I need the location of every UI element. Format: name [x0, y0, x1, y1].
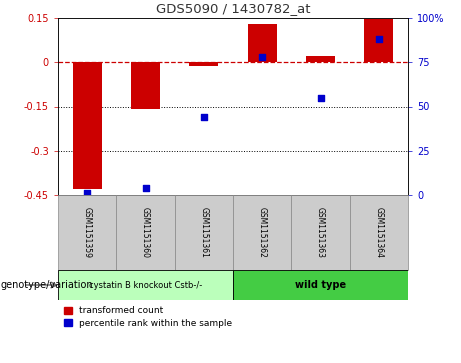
Text: cystatin B knockout Cstb-/-: cystatin B knockout Cstb-/- [89, 281, 202, 290]
Bar [116, 195, 175, 270]
Bar [364, 20, 393, 62]
Bar [72, 62, 102, 189]
Bar [233, 195, 291, 270]
Text: wild type: wild type [295, 280, 346, 290]
Bar [233, 270, 408, 300]
Bar [291, 195, 349, 270]
Bar [248, 24, 277, 62]
Text: GSM1151364: GSM1151364 [374, 207, 384, 258]
Bar [306, 56, 335, 62]
Point [259, 54, 266, 60]
Bar [131, 62, 160, 110]
Point [200, 114, 207, 120]
Text: genotype/variation: genotype/variation [1, 280, 94, 290]
Bar [175, 195, 233, 270]
Bar [58, 270, 233, 300]
Text: GSM1151362: GSM1151362 [258, 207, 266, 258]
Text: GSM1151359: GSM1151359 [83, 207, 92, 258]
Point [317, 95, 324, 101]
Bar [349, 195, 408, 270]
Bar [189, 62, 219, 66]
Point [375, 36, 383, 42]
Bar [58, 195, 116, 270]
Text: GSM1151361: GSM1151361 [199, 207, 208, 258]
Legend: transformed count, percentile rank within the sample: transformed count, percentile rank withi… [63, 305, 234, 330]
Point [142, 185, 149, 191]
Point [83, 190, 91, 196]
Text: GSM1151360: GSM1151360 [141, 207, 150, 258]
Title: GDS5090 / 1430782_at: GDS5090 / 1430782_at [156, 3, 310, 16]
Text: GSM1151363: GSM1151363 [316, 207, 325, 258]
